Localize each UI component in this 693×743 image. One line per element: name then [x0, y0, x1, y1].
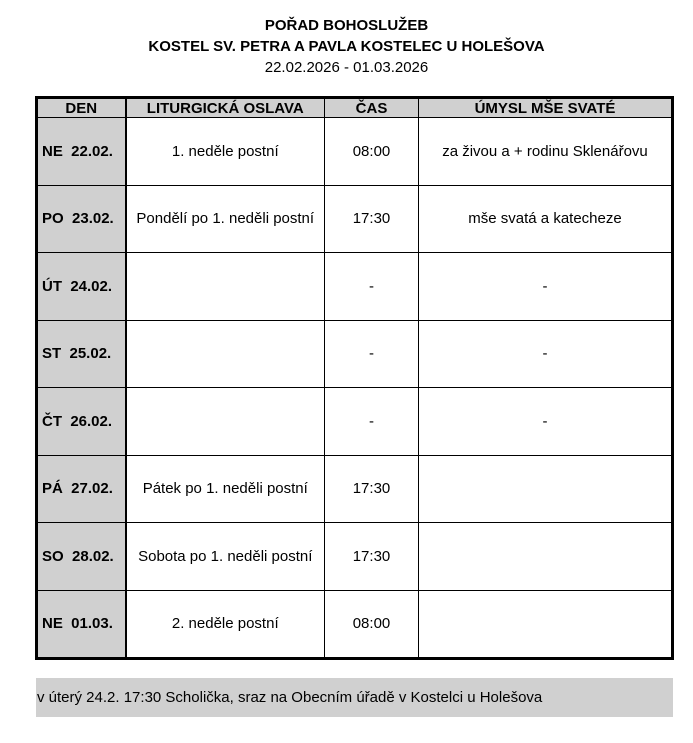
cell-cas: - — [324, 252, 419, 321]
table-row: PÁ 27.02. Pátek po 1. neděli postní 17:30 — [36, 454, 673, 523]
cell-oslava: Sobota po 1. neděli postní — [125, 522, 325, 591]
cell-umysl: za živou a + rodinu Sklenářovu — [418, 117, 673, 186]
cell-den: ÚT 24.02. — [36, 252, 127, 321]
cell-den: PÁ 27.02. — [36, 454, 127, 523]
cell-oslava: 2. neděle postní — [125, 589, 325, 659]
cell-umysl — [418, 589, 673, 659]
cell-cas: 08:00 — [324, 589, 419, 659]
table-row: NE 22.02. 1. neděle postní 08:00 za živou a… — [36, 117, 673, 186]
column-header-oslava: LITURGICKÁ OSLAVA — [125, 97, 325, 118]
column-header-den: DEN — [36, 97, 127, 118]
cell-oslava: Pondělí po 1. neděli postní — [125, 184, 325, 253]
cell-umysl: - — [418, 387, 673, 456]
cell-umysl — [418, 522, 673, 591]
cell-cas: 17:30 — [324, 184, 419, 253]
cell-oslava — [125, 387, 325, 456]
church-name: KOSTEL SV. PETRA A PAVLA KOSTELEC U HOLE… — [148, 38, 545, 55]
table-row: ST 25.02. - - — [36, 319, 673, 388]
cell-cas: - — [324, 319, 419, 388]
table-row: NE 01.03. 2. neděle postní 08:00 — [36, 589, 673, 659]
cell-cas: 08:00 — [324, 117, 419, 186]
column-header-umysl: ÚMYSL MŠE SVATÉ — [418, 97, 673, 118]
cell-den: ST 25.02. — [36, 319, 127, 388]
table-row: ČT 26.02. - - — [36, 387, 673, 456]
cell-oslava — [125, 319, 325, 388]
cell-umysl: - — [418, 252, 673, 321]
cell-den: PO 23.02. — [36, 184, 127, 253]
cell-oslava: 1. neděle postní — [125, 117, 325, 186]
cell-cas: 17:30 — [324, 454, 419, 523]
date-range: 22.02.2026 - 01.03.2026 — [264, 59, 429, 76]
table-row: PO 23.02. Pondělí po 1. neděli postní 17:3… — [36, 184, 673, 253]
document-title: POŘAD BOHOSLUŽEB — [264, 17, 429, 34]
cell-den: ČT 26.02. — [36, 387, 127, 456]
table-header-row: DEN LITURGICKÁ OSLAVA ČAS ÚMYSL MŠE SVAT… — [36, 97, 673, 118]
schedule-table: DEN LITURGICKÁ OSLAVA ČAS ÚMYSL MŠE SVAT… — [35, 96, 674, 660]
cell-cas: - — [324, 387, 419, 456]
column-header-cas: ČAS — [324, 97, 419, 118]
cell-den: NE 22.02. — [36, 117, 127, 186]
announcement-note: v úterý 24.2. 17:30 Scholička, sraz na O… — [36, 678, 673, 717]
cell-cas: 17:30 — [324, 522, 419, 591]
cell-umysl: - — [418, 319, 673, 388]
cell-oslava: Pátek po 1. neděli postní — [125, 454, 325, 523]
cell-umysl: mše svatá a katecheze — [418, 184, 673, 253]
table-row: ÚT 24.02. - - — [36, 252, 673, 321]
cell-umysl — [418, 454, 673, 523]
table-row: SO 28.02. Sobota po 1. neděli postní 17:30 — [36, 522, 673, 591]
cell-den: NE 01.03. — [36, 589, 127, 659]
cell-oslava — [125, 252, 325, 321]
cell-den: SO 28.02. — [36, 522, 127, 591]
